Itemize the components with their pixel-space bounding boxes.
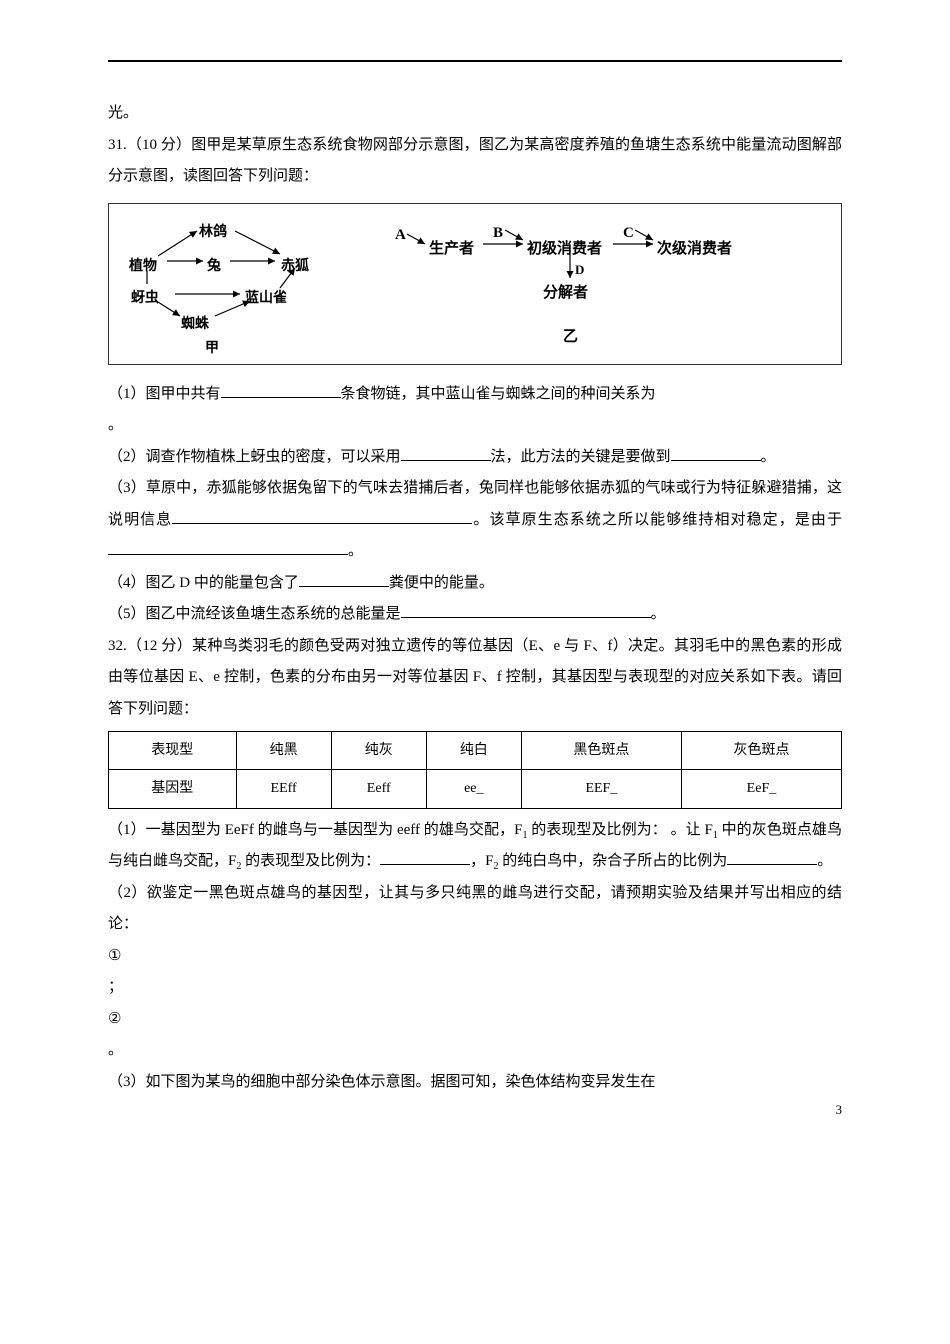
fig-left-label: 甲 — [205, 334, 219, 363]
figure-box: 林鸽 植物 兔 赤狐 蚜虫 蓝山雀 蜘蛛 甲 — [108, 203, 842, 365]
q31-p1c: 。 — [108, 410, 842, 442]
q31-part2: （2）调查作物植株上蚜虫的密度，可以采用 法，此方法的关键是要做到 。 — [108, 442, 842, 474]
figure-right-energy-flow: A 生产者 B 初级消费者 C 次级消费者 D 分解者 乙 — [395, 222, 755, 352]
q31-p4a: （4）图乙 D 中的能量包含了 — [108, 575, 299, 591]
q31-part1: （1）图甲中共有 条食物链，其中蓝山雀与蜘蛛之间的种间关系为 — [108, 379, 842, 411]
q32-p1b3: 的表现型及比例为： — [241, 853, 380, 869]
node-linge: 林鸽 — [199, 218, 227, 247]
fig-right-label: 乙 — [563, 322, 578, 354]
cell: 表现型 — [109, 732, 237, 770]
label-A: A — [395, 220, 406, 252]
table-row: 表现型 纯黑 纯灰 纯白 黑色斑点 灰色斑点 — [109, 732, 842, 770]
label-C: C — [623, 218, 634, 250]
figure-left-food-web: 林鸽 植物 兔 赤狐 蚜虫 蓝山雀 蜘蛛 甲 — [125, 216, 355, 356]
label-decomposer: 分解者 — [543, 278, 588, 310]
q31-p2a: （2）调查作物植株上蚜虫的密度，可以采用 — [108, 449, 401, 465]
cell: Eeff — [331, 770, 426, 808]
blank — [401, 442, 491, 461]
q32-p1c2: 的纯白鸟中，杂合子所占的比例为 — [498, 853, 727, 869]
page-number: 3 — [836, 1102, 843, 1118]
q31-p4b: 粪便中的能量。 — [389, 575, 494, 591]
page-root: 光。 31.（10 分）图甲是某草原生态系统食物网部分示意图，图乙为某高密度养殖… — [0, 0, 950, 1138]
cell: 黑色斑点 — [521, 732, 681, 770]
q32-period: 。 — [108, 1035, 842, 1067]
q32-part3: （3）如下图为某鸟的细胞中部分染色体示意图。据图可知，染色体结构变异发生在 — [108, 1067, 842, 1099]
q31-p2b: 法，此方法的关键是要做到 — [491, 449, 671, 465]
blank — [108, 536, 348, 555]
q32-p1a2: 的表现型及比例为： — [527, 822, 666, 838]
blank — [172, 505, 472, 524]
q31-stem: 31.（10 分）图甲是某草原生态系统食物网部分示意图，图乙为某高密度养殖的鱼塘… — [108, 130, 842, 193]
q31-part4: （4）图乙 D 中的能量包含了 粪便中的能量。 — [108, 568, 842, 600]
q31-p1b: 条食物链，其中蓝山雀与蜘蛛之间的种间关系为 — [341, 386, 656, 402]
q32-item1: ① — [108, 941, 842, 973]
q31-part3: （3）草原中，赤狐能够依据兔留下的气味去猎捕后者，兔同样也能够依据赤狐的气味或行… — [108, 473, 842, 568]
label-primary: 初级消费者 — [527, 234, 602, 266]
q32-p1a: （1）一基因型为 EeFf 的雌鸟与一基因型为 eeff 的雄鸟交配，F — [108, 822, 522, 838]
blank — [671, 442, 761, 461]
pre-text-line: 光。 — [108, 98, 842, 130]
q32-part1: （1）一基因型为 EeFf 的雌鸟与一基因型为 eeff 的雄鸟交配，F1 的表… — [108, 815, 842, 878]
node-aphid: 蚜虫 — [131, 284, 159, 313]
q31-p1a: （1）图甲中共有 — [108, 386, 221, 402]
q32-semi: ； — [108, 972, 842, 1004]
node-plant: 植物 — [129, 252, 157, 281]
blank — [221, 379, 341, 398]
cell: EEF_ — [521, 770, 681, 808]
q31-p2c: 。 — [761, 449, 776, 465]
label-B: B — [493, 218, 503, 250]
blank — [299, 568, 389, 587]
q32-p1d: 。 — [817, 853, 832, 869]
food-web-arrows — [125, 216, 355, 356]
cell: 纯白 — [426, 732, 521, 770]
q31-p5a: （5）图乙中流经该鱼塘生态系统的总能量是 — [108, 606, 401, 622]
cell: 灰色斑点 — [681, 732, 841, 770]
node-fox: 赤狐 — [281, 252, 309, 281]
blank — [727, 846, 817, 865]
cell: EEff — [236, 770, 331, 808]
blank — [401, 599, 651, 618]
q31-p3c: 。 — [348, 543, 363, 559]
cell: 基因型 — [109, 770, 237, 808]
body-text: 光。 31.（10 分）图甲是某草原生态系统食物网部分示意图，图乙为某高密度养殖… — [108, 98, 842, 1098]
blank — [380, 846, 470, 865]
phenotype-table: 表现型 纯黑 纯灰 纯白 黑色斑点 灰色斑点 基因型 EEff Eeff ee_… — [108, 731, 842, 809]
q31-p3b: 。该草原生态系统之所以能够维持相对稳定，是由于 — [472, 512, 842, 528]
label-secondary: 次级消费者 — [657, 234, 732, 266]
q32-item2: ② — [108, 1004, 842, 1036]
q32-p1b: 。让 F — [671, 822, 713, 838]
label-producer: 生产者 — [429, 234, 474, 266]
q31-part5: （5）图乙中流经该鱼塘生态系统的总能量是 。 — [108, 599, 842, 631]
node-bluebird: 蓝山雀 — [245, 284, 287, 313]
cell: ee_ — [426, 770, 521, 808]
cell: 纯黑 — [236, 732, 331, 770]
cell: 纯灰 — [331, 732, 426, 770]
cell: EeF_ — [681, 770, 841, 808]
node-rabbit: 兔 — [207, 252, 221, 281]
q32-p1c: ，F — [470, 853, 493, 869]
q32-stem: 32.（12 分）某种鸟类羽毛的颜色受两对独立遗传的等位基因（E、e 与 F、f… — [108, 631, 842, 726]
q32-part2: （2）欲鉴定一黑色斑点雄鸟的基因型，让其与多只纯黑的雌鸟进行交配，请预期实验及结… — [108, 878, 842, 941]
top-horizontal-rule — [108, 60, 842, 62]
q31-p5b: 。 — [651, 606, 666, 622]
table-row: 基因型 EEff Eeff ee_ EEF_ EeF_ — [109, 770, 842, 808]
